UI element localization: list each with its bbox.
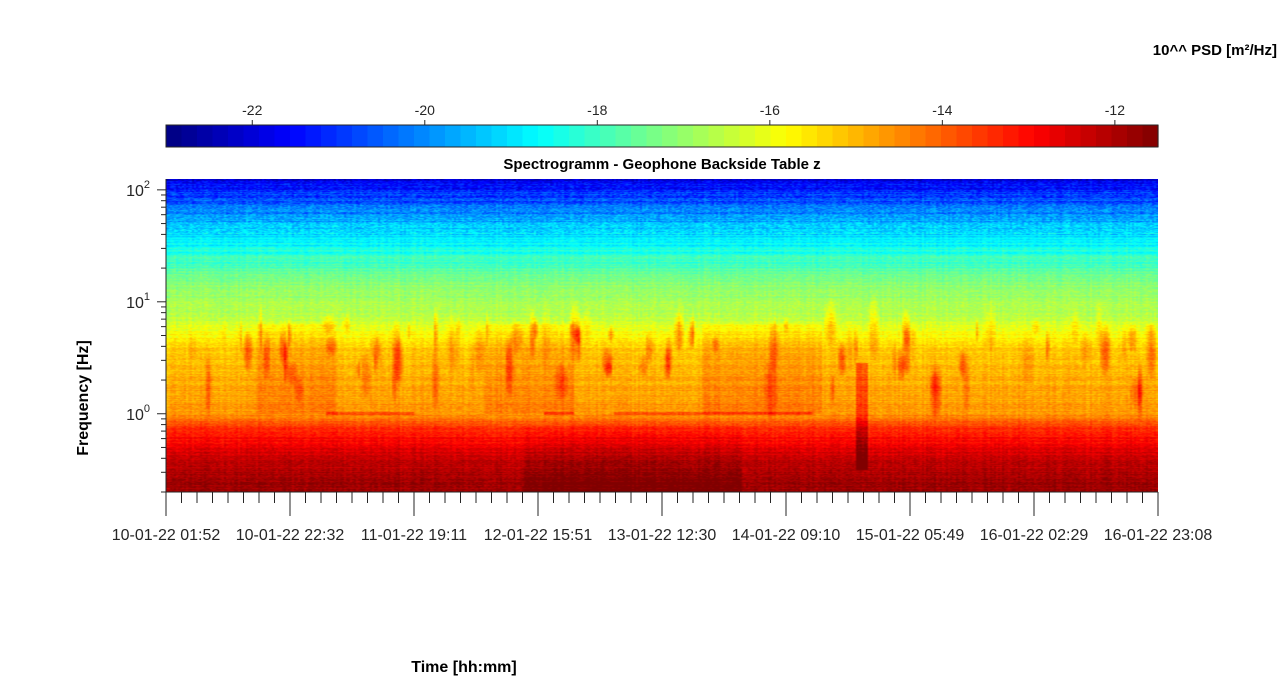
x-tick-label: 11-01-22 19:11	[361, 527, 467, 544]
x-axis-label: Time [hh:mm]	[411, 659, 516, 676]
x-tick-label: 10-01-22 01:52	[112, 527, 221, 544]
colorbar-cell	[925, 125, 942, 147]
colorbar-cell	[367, 125, 384, 147]
colorbar-title: 10^^ PSD [m²/Hz]	[1153, 42, 1277, 59]
colorbar-cell	[414, 125, 431, 147]
x-tick-label: 15-01-22 05:49	[856, 527, 965, 544]
spectrogram-heatmap	[166, 179, 1158, 492]
colorbar-cell	[1111, 125, 1128, 147]
colorbar-cell	[910, 125, 927, 147]
x-axis: 10-01-22 01:52 10-01-22 22:32 11-01-22 19:…	[112, 491, 1213, 544]
colorbar-cell	[770, 125, 787, 147]
colorbar-cell	[677, 125, 694, 147]
colorbar-cell	[1049, 125, 1066, 147]
colorbar-cell	[166, 125, 183, 147]
colorbar-cell	[460, 125, 477, 147]
chart-title: Spectrogramm - Geophone Backside Table z	[503, 156, 820, 173]
colorbar-cell	[584, 125, 601, 147]
colorbar-cell	[1096, 125, 1113, 147]
colorbar-tick-label: -16	[760, 102, 780, 118]
colorbar-cell	[817, 125, 834, 147]
colorbar-cell	[491, 125, 508, 147]
colorbar-cell	[972, 125, 989, 147]
x-tick-label: 16-01-22 23:08	[1104, 527, 1213, 544]
colorbar-cell	[352, 125, 369, 147]
colorbar-tick-label: -12	[1105, 102, 1125, 118]
colorbar-cell	[429, 125, 446, 147]
colorbar-cell	[1127, 125, 1144, 147]
colorbar-cell	[336, 125, 353, 147]
colorbar-tick-label: -20	[415, 102, 435, 118]
colorbar-cell	[383, 125, 400, 147]
colorbar-cell	[832, 125, 849, 147]
colorbar-cell	[553, 125, 570, 147]
colorbar-cell	[181, 125, 198, 147]
colorbar-cell	[259, 125, 276, 147]
colorbar-cell	[693, 125, 710, 147]
colorbar-cell	[941, 125, 958, 147]
colorbar-cell	[398, 125, 415, 147]
colorbar-cell	[1003, 125, 1020, 147]
colorbar-cell	[522, 125, 539, 147]
y-tick-label: 100	[126, 403, 150, 424]
x-tick-label: 16-01-22 02:29	[980, 527, 1089, 544]
colorbar-cell	[1142, 125, 1159, 147]
colorbar-cell	[538, 125, 555, 147]
colorbar-cell	[801, 125, 818, 147]
colorbar-cell	[987, 125, 1004, 147]
x-tick-label: 12-01-22 15:51	[484, 527, 593, 544]
colorbar: -22 -20 -18 -16 -14 -12 10^^ PSD [m²/Hz]	[165, 42, 1277, 148]
colorbar-cell	[631, 125, 648, 147]
colorbar-cell	[1034, 125, 1051, 147]
colorbar-cell	[615, 125, 632, 147]
colorbar-ticks: -22 -20 -18 -16 -14 -12	[242, 102, 1125, 125]
colorbar-cell	[1018, 125, 1035, 147]
colorbar-cell	[1080, 125, 1097, 147]
colorbar-cell	[476, 125, 493, 147]
colorbar-cell	[290, 125, 307, 147]
x-tick-label: 13-01-22 12:30	[608, 527, 717, 544]
x-tick-label: 10-01-22 22:32	[236, 527, 345, 544]
colorbar-cell	[445, 125, 462, 147]
colorbar-cell	[569, 125, 586, 147]
y-axis: 100 101 102	[126, 179, 167, 493]
colorbar-cell	[507, 125, 524, 147]
colorbar-cell	[646, 125, 663, 147]
colorbar-cell	[1065, 125, 1082, 147]
colorbar-tick-label: -14	[932, 102, 952, 118]
plot-area: 100 101 102 10-01-22 01:52 10-01-22 22:32 11…	[112, 179, 1213, 544]
colorbar-cell	[212, 125, 229, 147]
colorbar-frame	[165, 124, 1159, 148]
y-axis-label: Frequency [Hz]	[75, 340, 92, 456]
colorbar-cell	[786, 125, 803, 147]
colorbar-cell	[708, 125, 725, 147]
y-tick-label: 102	[126, 179, 150, 200]
colorbar-cell	[848, 125, 865, 147]
colorbar-cell	[662, 125, 679, 147]
colorbar-cell	[243, 125, 260, 147]
x-tick-label: 14-01-22 09:10	[732, 527, 841, 544]
colorbar-cell	[956, 125, 973, 147]
colorbar-cell	[755, 125, 772, 147]
colorbar-tick-label: -18	[587, 102, 607, 118]
colorbar-cell	[600, 125, 617, 147]
colorbar-cell	[274, 125, 291, 147]
colorbar-cell	[863, 125, 880, 147]
colorbar-cell	[321, 125, 338, 147]
colorbar-cell	[739, 125, 756, 147]
colorbar-cell	[879, 125, 896, 147]
colorbar-cell	[228, 125, 245, 147]
colorbar-cell	[894, 125, 911, 147]
y-tick-label: 101	[126, 291, 150, 312]
colorbar-cell	[305, 125, 322, 147]
colorbar-tick-label: -22	[242, 102, 262, 118]
colorbar-cell	[724, 125, 741, 147]
colorbar-gradient	[166, 125, 1159, 147]
colorbar-cell	[197, 125, 214, 147]
